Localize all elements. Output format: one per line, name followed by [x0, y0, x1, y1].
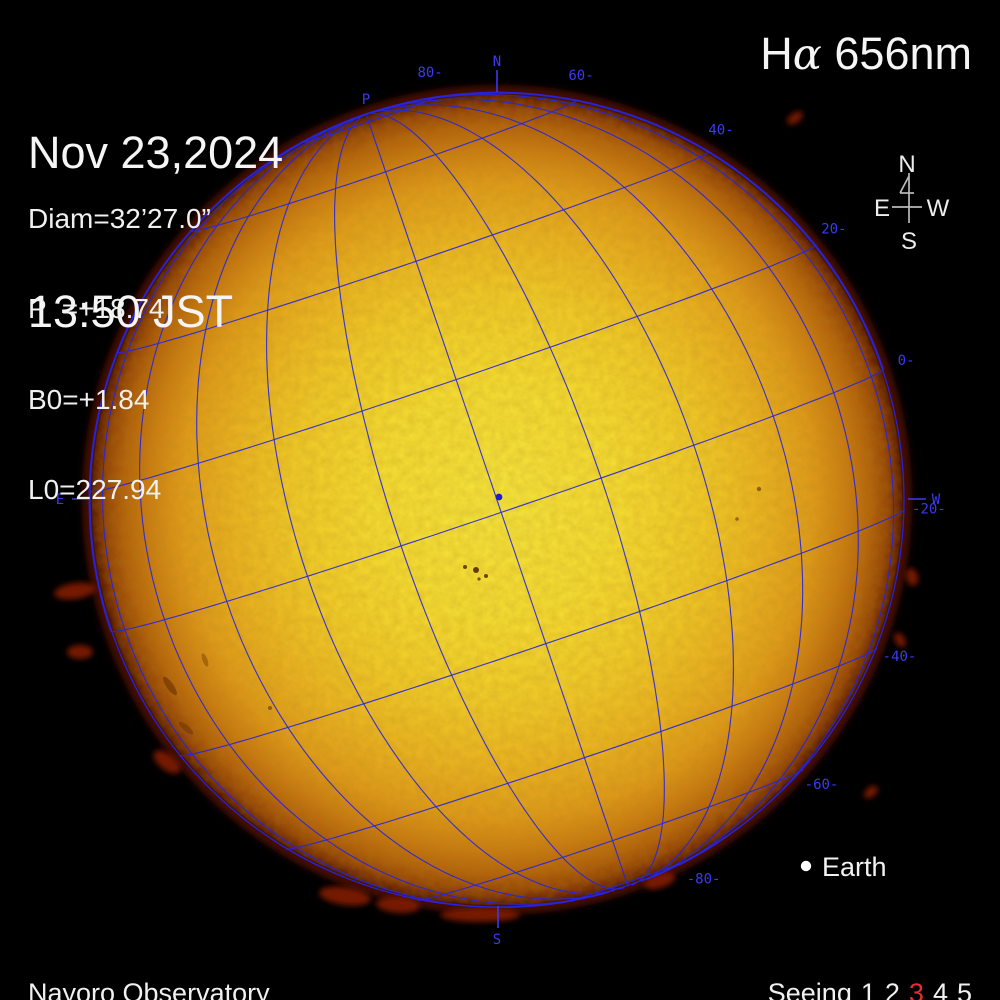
ephemeris-block: Diam=32’27.0” P =+18.74 B0=+1.84 L0=227.… — [28, 144, 211, 565]
filament — [178, 721, 194, 735]
observation-time: 13:50 JST — [28, 286, 234, 338]
earth-dot — [800, 860, 812, 872]
sunspot — [463, 565, 467, 569]
b0-angle-value: B0=+1.84 — [28, 383, 150, 415]
filament — [163, 676, 177, 696]
grid-line — [116, 151, 710, 354]
compass-west: W — [927, 195, 950, 222]
prominences — [54, 111, 919, 922]
grid-line — [285, 647, 878, 850]
seeing-1: 1 — [860, 978, 876, 1000]
latitude-labels: 80- 60- 40- 20- 0- -20- -40- -60- -80- — [417, 65, 945, 887]
pole-angle-label: P — [362, 92, 370, 108]
sunspot — [268, 706, 272, 710]
sunspot — [477, 577, 481, 581]
seeing-label: Seeing — [767, 978, 852, 1000]
grid-line — [365, 112, 665, 886]
compass-arrow-line — [899, 175, 910, 194]
observation-date: Nov 23,2024 — [28, 127, 284, 179]
seeing-5: 5 — [956, 978, 972, 1000]
grid-line — [88, 113, 367, 632]
east-label: E — [56, 492, 64, 508]
filament — [201, 653, 209, 667]
latitude-label-0: 0- — [898, 353, 915, 369]
sunspot — [484, 574, 488, 578]
wavelength-value: 656nm — [821, 28, 972, 79]
grid-line — [88, 244, 816, 493]
seeing-3-current: 3 — [908, 978, 924, 1000]
grid-line — [266, 113, 615, 895]
p-angle-value: P =+18.74 — [28, 293, 165, 325]
grid-line — [101, 113, 575, 908]
wavelength-title: Hα 656nm — [760, 28, 972, 80]
grid-line — [196, 113, 609, 900]
compass-east: E — [874, 195, 890, 222]
grid-line — [365, 113, 629, 887]
latitude-label-20: 20- — [821, 222, 846, 238]
sunspot — [735, 517, 739, 521]
disk-center-marker — [495, 493, 503, 501]
latitude-label-40: 40- — [708, 123, 733, 139]
diameter-value: Diam=32’27.0” — [28, 203, 211, 235]
north-label: N — [493, 54, 501, 70]
latitude-label--40: -40- — [883, 649, 917, 665]
compass-north: N — [898, 151, 915, 178]
grid-line — [189, 99, 578, 232]
compass-rose: N S E W — [874, 151, 950, 255]
latitude-label--20: -20- — [912, 502, 946, 518]
earth-label: Earth — [822, 852, 887, 882]
west-label: W — [932, 492, 941, 508]
grid-line — [365, 91, 884, 370]
coordinate-grid — [88, 91, 906, 908]
observatory-block: Nayoro Observatory KITASUBARU — [28, 906, 270, 1000]
grid-line — [560, 857, 693, 904]
grid-line — [300, 96, 436, 144]
l0-angle-value: L0=227.94 — [28, 474, 162, 506]
seeing-2: 2 — [884, 978, 900, 1000]
grid-line — [365, 109, 734, 882]
surface-features — [163, 486, 762, 735]
grid-line — [178, 509, 906, 757]
grid-line — [417, 769, 804, 901]
latitude-label-60: 60- — [568, 68, 593, 84]
south-label: S — [493, 932, 501, 948]
observatory-name: Nayoro Observatory — [28, 978, 270, 1000]
seeing-scale: Seeing 1 2 3 4 5 — [674, 976, 972, 1000]
alpha-symbol: α — [792, 30, 822, 80]
wavelength-h: H — [760, 28, 793, 79]
sunspot — [473, 567, 479, 573]
seeing-4: 4 — [932, 978, 948, 1000]
latitude-label--60: -60- — [805, 777, 839, 793]
grid-line — [365, 98, 859, 879]
latitude-label--80: -80- — [687, 871, 721, 887]
sunspot — [756, 486, 762, 492]
earth-scale: Earth — [800, 852, 887, 882]
grid-line — [365, 94, 895, 866]
latitude-label-80: 80- — [417, 65, 442, 81]
grid-line — [110, 368, 884, 633]
observation-datetime: Nov 23,2024 13:50 JST — [28, 20, 283, 445]
grid-line — [139, 113, 605, 905]
grid-line — [365, 104, 804, 880]
compass-south: S — [901, 228, 917, 255]
grid-line — [334, 113, 625, 890]
